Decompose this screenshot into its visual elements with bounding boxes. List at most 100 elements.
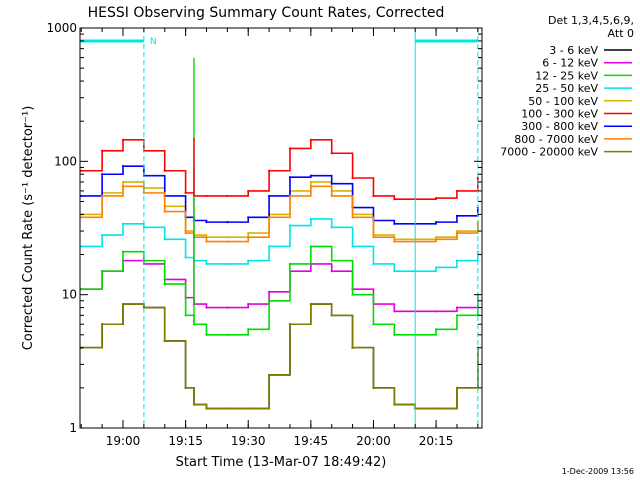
data-point bbox=[351, 245, 354, 248]
data-point bbox=[142, 226, 145, 229]
data-point bbox=[434, 266, 438, 269]
data-point bbox=[288, 262, 292, 266]
data-point bbox=[80, 194, 83, 198]
data-point bbox=[268, 169, 271, 172]
x-tick-label: 20:15 bbox=[419, 434, 454, 448]
data-point bbox=[434, 236, 438, 239]
data-point bbox=[288, 323, 292, 326]
data-point bbox=[205, 262, 208, 266]
data-point bbox=[121, 302, 125, 306]
data-point bbox=[268, 194, 271, 198]
data-point bbox=[393, 240, 396, 243]
data-point bbox=[121, 250, 125, 253]
legend-label-1: 6 - 12 keV bbox=[542, 57, 598, 70]
plot-frame bbox=[79, 27, 483, 429]
data-point bbox=[434, 238, 438, 241]
data-point bbox=[476, 176, 479, 180]
data-point bbox=[455, 189, 459, 193]
data-point bbox=[372, 262, 375, 266]
data-point bbox=[121, 222, 125, 225]
data-point bbox=[393, 310, 396, 313]
legend-header-line-1: Det 1,3,4,5,6,9, bbox=[548, 14, 634, 27]
night-marker-label: N bbox=[150, 37, 157, 47]
data-point bbox=[226, 194, 229, 198]
data-point bbox=[309, 180, 312, 184]
data-point bbox=[351, 176, 354, 180]
data-point bbox=[455, 231, 459, 235]
data-point bbox=[163, 283, 166, 286]
data-point bbox=[80, 245, 83, 248]
x-tick-label: 19:15 bbox=[168, 434, 203, 448]
data-point bbox=[268, 216, 271, 219]
data-point bbox=[434, 221, 438, 224]
data-point bbox=[476, 346, 479, 349]
data-point bbox=[247, 231, 250, 235]
data-point bbox=[163, 339, 166, 343]
data-point bbox=[330, 152, 333, 155]
series-line-2 bbox=[81, 245, 479, 336]
data-point bbox=[330, 194, 333, 198]
data-point bbox=[184, 386, 187, 389]
data-point bbox=[80, 169, 83, 172]
legend-label-6: 300 - 800 keV bbox=[521, 120, 598, 133]
data-point bbox=[288, 224, 292, 227]
data-point bbox=[226, 407, 229, 410]
data-point bbox=[226, 306, 229, 309]
data-point bbox=[351, 293, 354, 296]
data-point bbox=[247, 407, 250, 410]
data-point bbox=[455, 259, 459, 262]
data-point bbox=[268, 290, 271, 293]
data-point bbox=[205, 306, 208, 309]
data-point bbox=[121, 138, 125, 141]
y-axis-label: Corrected Count Rate (s⁻¹ detector⁻¹) bbox=[21, 106, 36, 351]
legend-header-line-2: Att 0 bbox=[608, 27, 634, 40]
data-point bbox=[101, 173, 104, 176]
data-point bbox=[288, 176, 292, 179]
data-point bbox=[288, 147, 292, 150]
data-point bbox=[184, 256, 187, 259]
data-point bbox=[455, 386, 459, 389]
data-point bbox=[309, 217, 312, 221]
y-tick-label: 1000 bbox=[46, 21, 77, 35]
data-point bbox=[393, 270, 396, 273]
data-point bbox=[247, 302, 250, 306]
y-tick-label: 10 bbox=[62, 288, 77, 302]
data-point bbox=[330, 226, 333, 229]
data-point bbox=[455, 306, 459, 309]
data-point bbox=[309, 245, 312, 248]
data-point bbox=[101, 149, 104, 152]
footer-timestamp: 1-Dec-2009 13:56 bbox=[562, 467, 634, 476]
data-point bbox=[121, 165, 125, 168]
ticks-layer: 19:00 19:15 19:30 19:45 20:00 20:15 1 10 100 1000 bbox=[46, 21, 482, 448]
data-point bbox=[288, 194, 292, 198]
data-point bbox=[247, 189, 250, 193]
data-point bbox=[393, 222, 396, 225]
data-point bbox=[226, 333, 229, 336]
data-point bbox=[121, 185, 125, 188]
data-point bbox=[372, 194, 375, 198]
x-tick-label: 19:00 bbox=[106, 434, 141, 448]
data-point bbox=[455, 314, 459, 317]
data-point bbox=[330, 259, 333, 262]
data-point bbox=[393, 403, 396, 406]
data-point bbox=[247, 216, 250, 219]
data-point bbox=[434, 196, 438, 200]
data-point bbox=[80, 216, 83, 219]
y-tick-label: 1 bbox=[69, 421, 77, 435]
data-point bbox=[226, 262, 229, 266]
data-point bbox=[184, 191, 187, 194]
data-point bbox=[372, 386, 375, 389]
data-point bbox=[351, 216, 354, 219]
legend-label-7: 800 - 7000 keV bbox=[514, 133, 598, 146]
data-point bbox=[163, 169, 166, 172]
data-point bbox=[309, 138, 312, 141]
data-point bbox=[434, 328, 438, 331]
data-point bbox=[372, 323, 375, 326]
data-point bbox=[184, 314, 187, 317]
data-point bbox=[330, 270, 333, 273]
data-point bbox=[205, 240, 208, 243]
series-layer bbox=[80, 57, 479, 410]
series-line-0 bbox=[81, 303, 479, 410]
data-point bbox=[393, 198, 396, 201]
data-point bbox=[205, 194, 208, 198]
